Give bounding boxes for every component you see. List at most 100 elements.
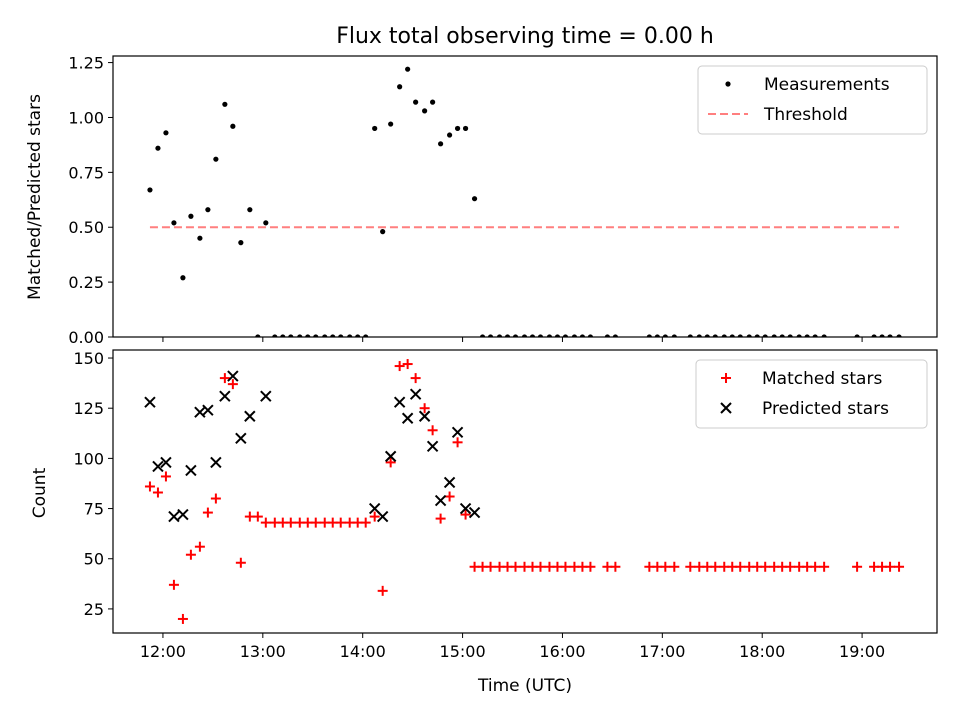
data-point: [144, 481, 155, 492]
data-point: [410, 373, 421, 384]
data-point: [471, 196, 478, 202]
data-point: [252, 511, 263, 522]
data-point: [377, 585, 388, 596]
data-point: [338, 334, 344, 337]
x-tick-label: 15:00: [440, 642, 486, 661]
data-point: [885, 561, 896, 572]
data-point: [213, 156, 219, 162]
data-point: [388, 121, 394, 127]
data-point: [754, 334, 760, 337]
x-tick-label: 18:00: [739, 642, 785, 661]
data-point: [579, 334, 586, 337]
data-point: [230, 123, 236, 129]
data-point: [202, 404, 214, 416]
data-point: [787, 334, 793, 337]
data-point: [355, 334, 361, 337]
data-point: [363, 334, 369, 337]
data-point: [812, 334, 818, 337]
legend-swatch: [720, 402, 732, 414]
data-point: [438, 141, 444, 147]
x-tick-label: 16:00: [539, 642, 585, 661]
data-point: [671, 334, 677, 337]
legend: Measurements Threshold: [697, 65, 928, 135]
ratio-panel: Flux total observing time = 0.00 h Match…: [25, 24, 938, 347]
data-point: [185, 464, 197, 477]
data-point: [894, 561, 905, 572]
data-point: [746, 334, 752, 337]
data-point: [562, 334, 569, 337]
data-point: [152, 460, 164, 473]
y-tick-label: 0.50: [68, 218, 104, 237]
legend-swatch: [725, 81, 731, 87]
data-point: [796, 334, 802, 337]
data-point: [255, 334, 261, 337]
data-point: [587, 334, 594, 337]
data-point: [779, 334, 785, 337]
chart-title: Flux total observing time = 0.00 h: [336, 24, 714, 49]
data-point: [335, 517, 346, 528]
data-point: [810, 561, 821, 572]
data-point: [737, 334, 743, 337]
data-point: [704, 334, 710, 337]
data-point: [696, 334, 702, 337]
data-point: [160, 456, 172, 469]
data-point: [205, 207, 211, 213]
data-point: [896, 334, 902, 337]
legend-label: Threshold: [763, 105, 848, 125]
data-point: [297, 334, 303, 337]
data-point: [305, 334, 311, 337]
data-point: [571, 334, 578, 337]
data-point: [537, 334, 544, 337]
data-point: [852, 561, 863, 572]
data-point: [144, 396, 156, 408]
data-point: [487, 334, 494, 337]
data-point: [402, 359, 413, 370]
data-point: [721, 334, 727, 337]
data-point: [462, 125, 469, 132]
data-point: [168, 510, 180, 523]
data-point: [313, 334, 319, 337]
data-point: [180, 275, 186, 281]
data-point: [177, 508, 189, 521]
x-tick-label: 12:00: [140, 642, 186, 661]
y-tick-label: 50: [84, 550, 104, 569]
data-point: [485, 561, 496, 572]
y-tick-label: 1.00: [68, 108, 104, 127]
legend-label: Predicted stars: [762, 399, 889, 419]
data-point: [272, 334, 278, 337]
data-point: [662, 334, 668, 337]
data-point: [529, 334, 536, 337]
x-tick-label: 19:00: [839, 642, 885, 661]
y-axis-label-ratio: Matched/Predicted stars: [25, 94, 45, 300]
x-tick-label: 14:00: [340, 642, 386, 661]
y-tick-label: 0.25: [68, 273, 104, 292]
data-point: [384, 450, 397, 463]
data-point: [168, 579, 179, 590]
data-point: [887, 334, 893, 337]
data-point: [171, 220, 177, 226]
data-point: [468, 506, 481, 519]
data-point: [785, 561, 796, 572]
data-point: [280, 334, 286, 337]
y-tick-label: 100: [73, 449, 104, 468]
data-point: [426, 440, 439, 453]
data-point: [330, 334, 336, 337]
data-point: [152, 487, 163, 498]
data-point: [369, 511, 380, 522]
data-point: [459, 502, 472, 515]
data-point: [854, 334, 860, 337]
plot-area: [147, 66, 902, 337]
data-point: [394, 361, 405, 372]
x-tick-label: 13:00: [240, 642, 286, 661]
data-point: [155, 145, 161, 151]
data-point: [685, 561, 696, 572]
data-point: [510, 561, 521, 572]
data-point: [427, 425, 438, 436]
data-point: [260, 390, 272, 402]
data-point: [238, 240, 244, 246]
plot-area: [144, 359, 905, 624]
data-point: [443, 476, 456, 489]
data-point: [380, 229, 386, 235]
data-point: [405, 66, 411, 72]
data-point: [360, 517, 371, 528]
